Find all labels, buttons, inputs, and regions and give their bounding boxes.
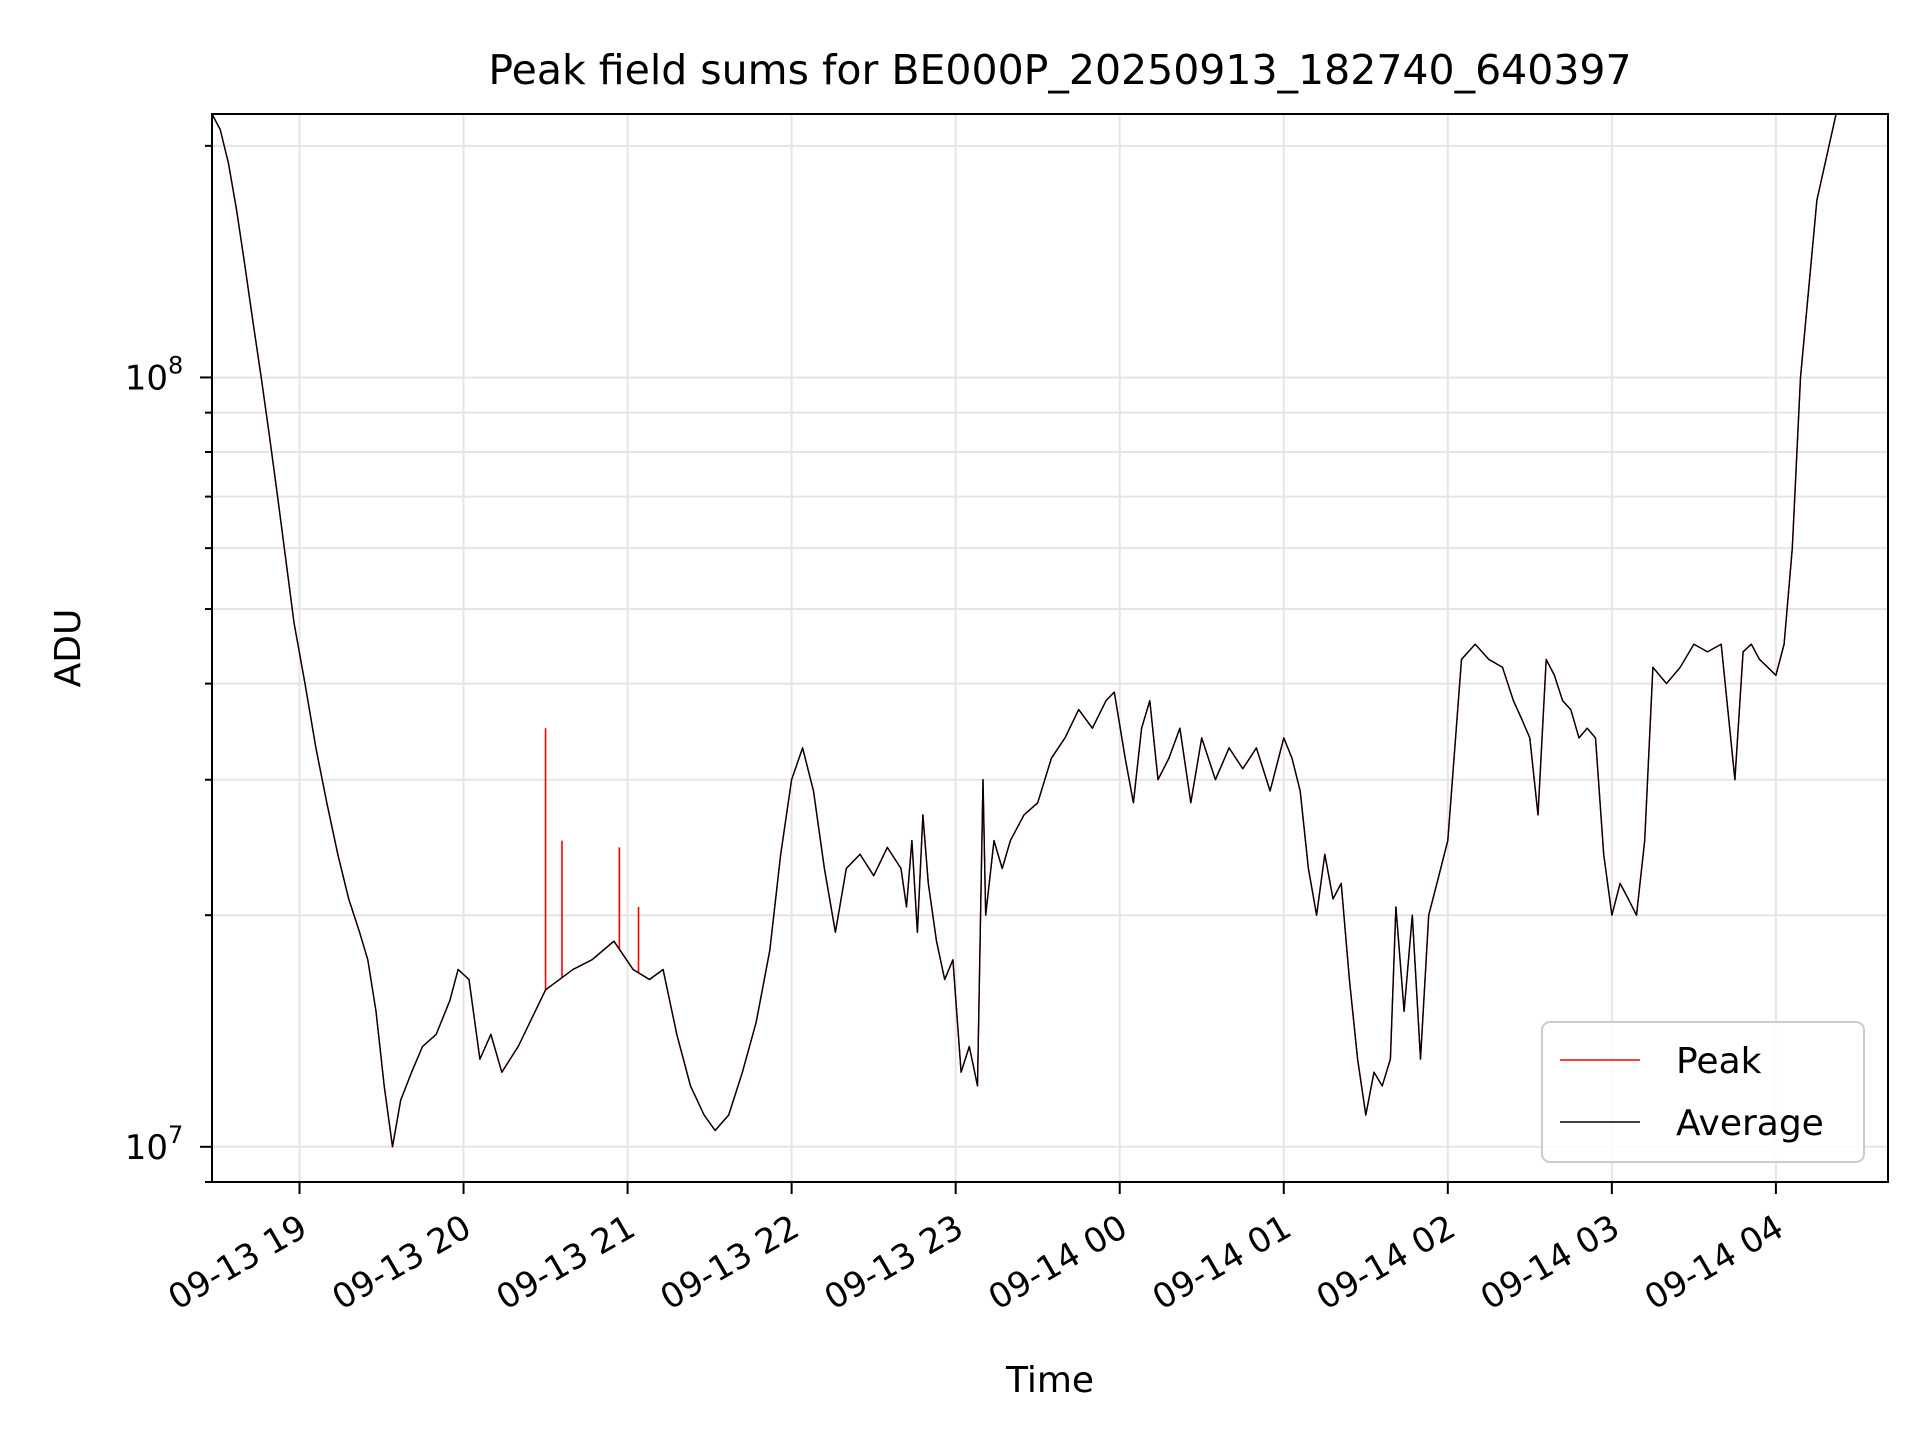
y-axis-label: ADU	[48, 609, 89, 688]
plot-frame	[211, 113, 1889, 1183]
average-series-line	[211, 113, 1837, 1148]
legend-box	[1541, 1021, 1865, 1163]
y-axis-ticks: 107 108	[125, 144, 212, 1183]
y-tick-label: 107	[125, 1121, 184, 1168]
x-axis-label: Time	[1005, 1360, 1094, 1401]
peak-spikes	[544, 728, 640, 990]
chart-title: Peak field sums for BE000P_20250913_1827…	[488, 46, 1631, 94]
legend-average-label: Average	[1676, 1103, 1824, 1144]
legend: Peak Average	[1541, 1021, 1865, 1163]
y-tick-label: 108	[125, 351, 184, 398]
series-layer	[211, 113, 1837, 1148]
legend-peak-label: Peak	[1676, 1041, 1762, 1082]
